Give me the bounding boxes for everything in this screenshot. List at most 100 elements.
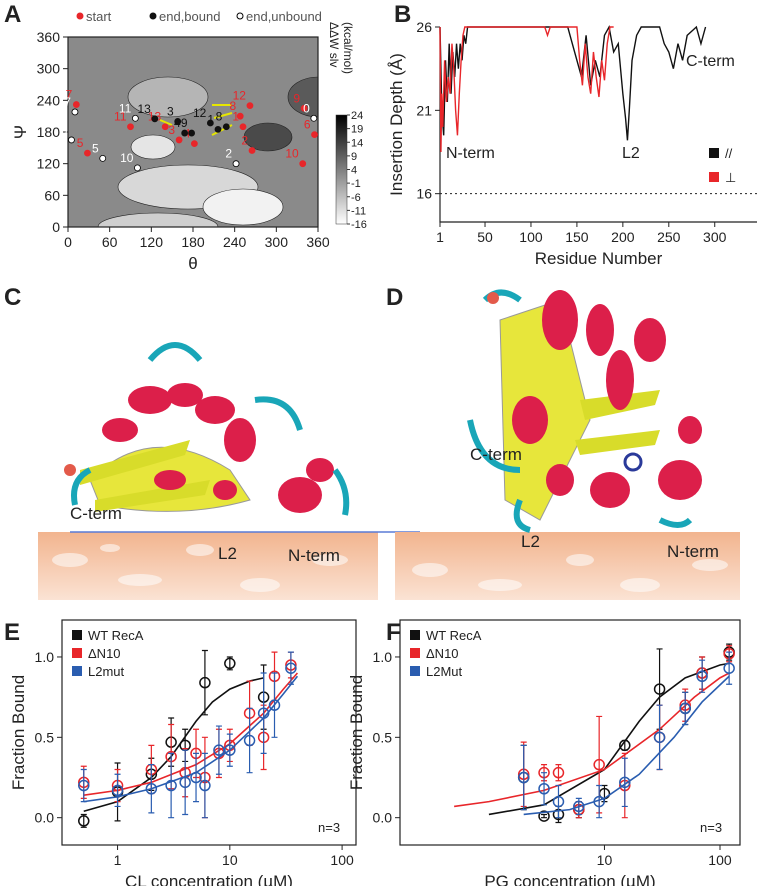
data-point: [165, 779, 177, 792]
point-label: 11: [114, 110, 127, 124]
data-point: [199, 676, 211, 689]
legend-marker: [709, 148, 719, 158]
image-label: C-term: [470, 445, 522, 464]
data-point: [311, 131, 318, 139]
x-tick-label: 1: [436, 229, 444, 245]
map-region: [127, 76, 209, 118]
error-bar: [656, 704, 663, 771]
membrane: [38, 532, 378, 600]
y-tick-label: 300: [37, 61, 61, 77]
x-tick-label: 1: [114, 852, 122, 868]
colorbar-tick-label: 19: [351, 124, 363, 136]
point-label: 7: [64, 95, 71, 109]
point-label: 10: [285, 147, 299, 161]
x-tick-label: 10: [222, 852, 238, 868]
error-bar: [596, 784, 603, 819]
x-tick-label: 50: [477, 229, 493, 245]
point-label: 9: [293, 91, 300, 105]
legend-marker: [149, 12, 157, 20]
x-tick-label: 120: [140, 234, 164, 250]
y-axis-title: Insertion Depth (Å): [387, 53, 406, 196]
plot-frame: [399, 619, 741, 846]
error-bar: [148, 764, 155, 814]
y-tick-label: 0.5: [373, 729, 393, 745]
x-tick-label: 100: [330, 852, 354, 868]
coil: [71, 342, 350, 516]
point-label: 8: [216, 110, 223, 124]
transition-arrows: [159, 104, 233, 136]
coil: [467, 289, 693, 533]
colorbar-tick-label: -11: [351, 205, 366, 217]
colorbar-tick-label: 4: [351, 165, 357, 177]
panel-letter: F: [386, 619, 401, 646]
data-point: [78, 815, 90, 827]
legend-label: L2Mut: [426, 664, 463, 679]
data-point: [538, 783, 550, 795]
legend-marker: [410, 630, 420, 640]
map-region: [130, 134, 176, 160]
point-label: 1: [232, 110, 239, 124]
data-point: [299, 160, 307, 168]
data-point: [517, 771, 530, 784]
map-region: [243, 122, 293, 152]
data-point: [68, 136, 75, 144]
legend-marker: [410, 666, 420, 676]
panel-letter: D: [386, 284, 403, 311]
data-point: [213, 744, 225, 756]
data-point: [310, 114, 318, 122]
x-tick-label: 100: [708, 852, 732, 868]
y-tick-label: 120: [37, 156, 61, 172]
panel-letter: B: [394, 1, 411, 28]
point-label: 1: [207, 112, 214, 126]
data-point: [248, 147, 256, 154]
error-bar: [699, 659, 706, 693]
data-point: [236, 112, 244, 120]
y-axis-title: Fraction Bound: [9, 675, 28, 790]
membrane-texture: [52, 544, 348, 592]
helices: [512, 290, 702, 508]
plot-frame: [61, 619, 357, 846]
map-region: [202, 188, 284, 226]
legend-label: end,bound: [159, 9, 220, 24]
x-tick-label: 10: [597, 852, 613, 868]
y-axis-title: Ψ: [11, 125, 30, 139]
data-point: [199, 779, 211, 792]
data-point: [111, 784, 124, 797]
legend-marker: [72, 630, 82, 640]
error-bar: [271, 672, 278, 738]
data-point: [131, 114, 139, 122]
point-label: 8: [230, 99, 237, 113]
error-bar: [201, 649, 208, 716]
data-point: [653, 731, 666, 744]
point-label: 10: [120, 151, 134, 165]
legend-label: ΔN10: [426, 646, 459, 661]
data-point: [222, 123, 230, 131]
panel-letter: C: [4, 284, 21, 311]
data-point: [593, 758, 605, 771]
y-tick-label: 240: [37, 92, 61, 108]
x-tick-label: 360: [306, 234, 330, 250]
data-point: [127, 123, 134, 131]
x-tick-label: 300: [265, 234, 289, 250]
fit-curve: [523, 675, 730, 816]
x-axis-title: CL concentration (µM): [125, 872, 293, 886]
helices: [102, 383, 334, 513]
point-label: 11: [119, 101, 132, 115]
error-bar: [555, 784, 562, 819]
y-tick-label: 0: [52, 219, 60, 235]
legend-label: L2mut: [88, 664, 125, 679]
colorbar-tick-label: 9: [351, 151, 357, 163]
annotation: n=3: [318, 820, 340, 835]
error-bar: [287, 651, 294, 685]
protein-illustration-d: C-term L2 N-term: [395, 289, 740, 600]
legend-marker: [410, 648, 420, 658]
data-point: [593, 795, 605, 808]
image-label: L2: [521, 532, 540, 551]
error-bar: [182, 749, 189, 816]
annotation: n=3: [700, 820, 722, 835]
y-tick-label: 180: [37, 124, 61, 140]
data-point: [573, 800, 585, 813]
data-point: [72, 101, 80, 108]
